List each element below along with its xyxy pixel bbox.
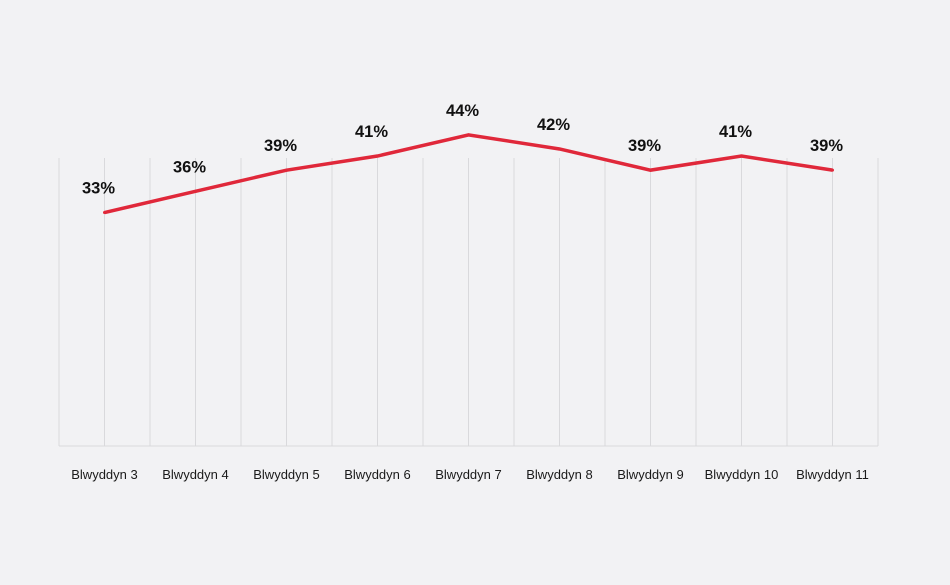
- data-point-blwyddyn-9: [649, 168, 652, 172]
- x-tick-label: Blwyddyn 8: [526, 467, 592, 482]
- data-point-blwyddyn-11: [831, 168, 834, 172]
- data-label: 41%: [719, 123, 752, 141]
- x-tick-label: Blwyddyn 9: [617, 467, 683, 482]
- data-point-blwyddyn-3: [103, 211, 106, 215]
- data-label: 44%: [446, 102, 479, 120]
- data-point-blwyddyn-7: [467, 133, 470, 137]
- x-tick-label: Blwyddyn 7: [435, 467, 501, 482]
- x-tick-label: Blwyddyn 11: [796, 467, 869, 482]
- data-point-blwyddyn-5: [285, 168, 288, 172]
- data-point-blwyddyn-10: [740, 154, 743, 158]
- x-tick-label: Blwyddyn 10: [705, 467, 779, 482]
- x-tick-label: Blwyddyn 5: [253, 467, 319, 482]
- data-label: 36%: [173, 158, 206, 176]
- x-tick-label: Blwyddyn 4: [162, 467, 228, 482]
- x-tick-label: Blwyddyn 3: [71, 467, 137, 482]
- data-labels: 33% 36% 39% 41% 44% 42% 39% 41% 39%: [82, 102, 843, 198]
- x-tick-label: Blwyddyn 6: [344, 467, 410, 482]
- grid-lines: [58, 158, 879, 447]
- data-point-blwyddyn-6: [376, 154, 379, 158]
- data-label: 42%: [537, 116, 570, 134]
- data-label: 39%: [628, 137, 661, 155]
- data-label: 39%: [810, 137, 843, 155]
- data-point-blwyddyn-4: [194, 189, 197, 193]
- data-label: 39%: [264, 137, 297, 155]
- data-point-blwyddyn-8: [558, 147, 561, 151]
- x-axis-tick-labels: Blwyddyn 3 Blwyddyn 4 Blwyddyn 5 Blwyddyn 6…: [71, 467, 869, 482]
- data-label: 41%: [355, 123, 388, 141]
- data-label: 33%: [82, 180, 115, 198]
- series: [103, 133, 834, 215]
